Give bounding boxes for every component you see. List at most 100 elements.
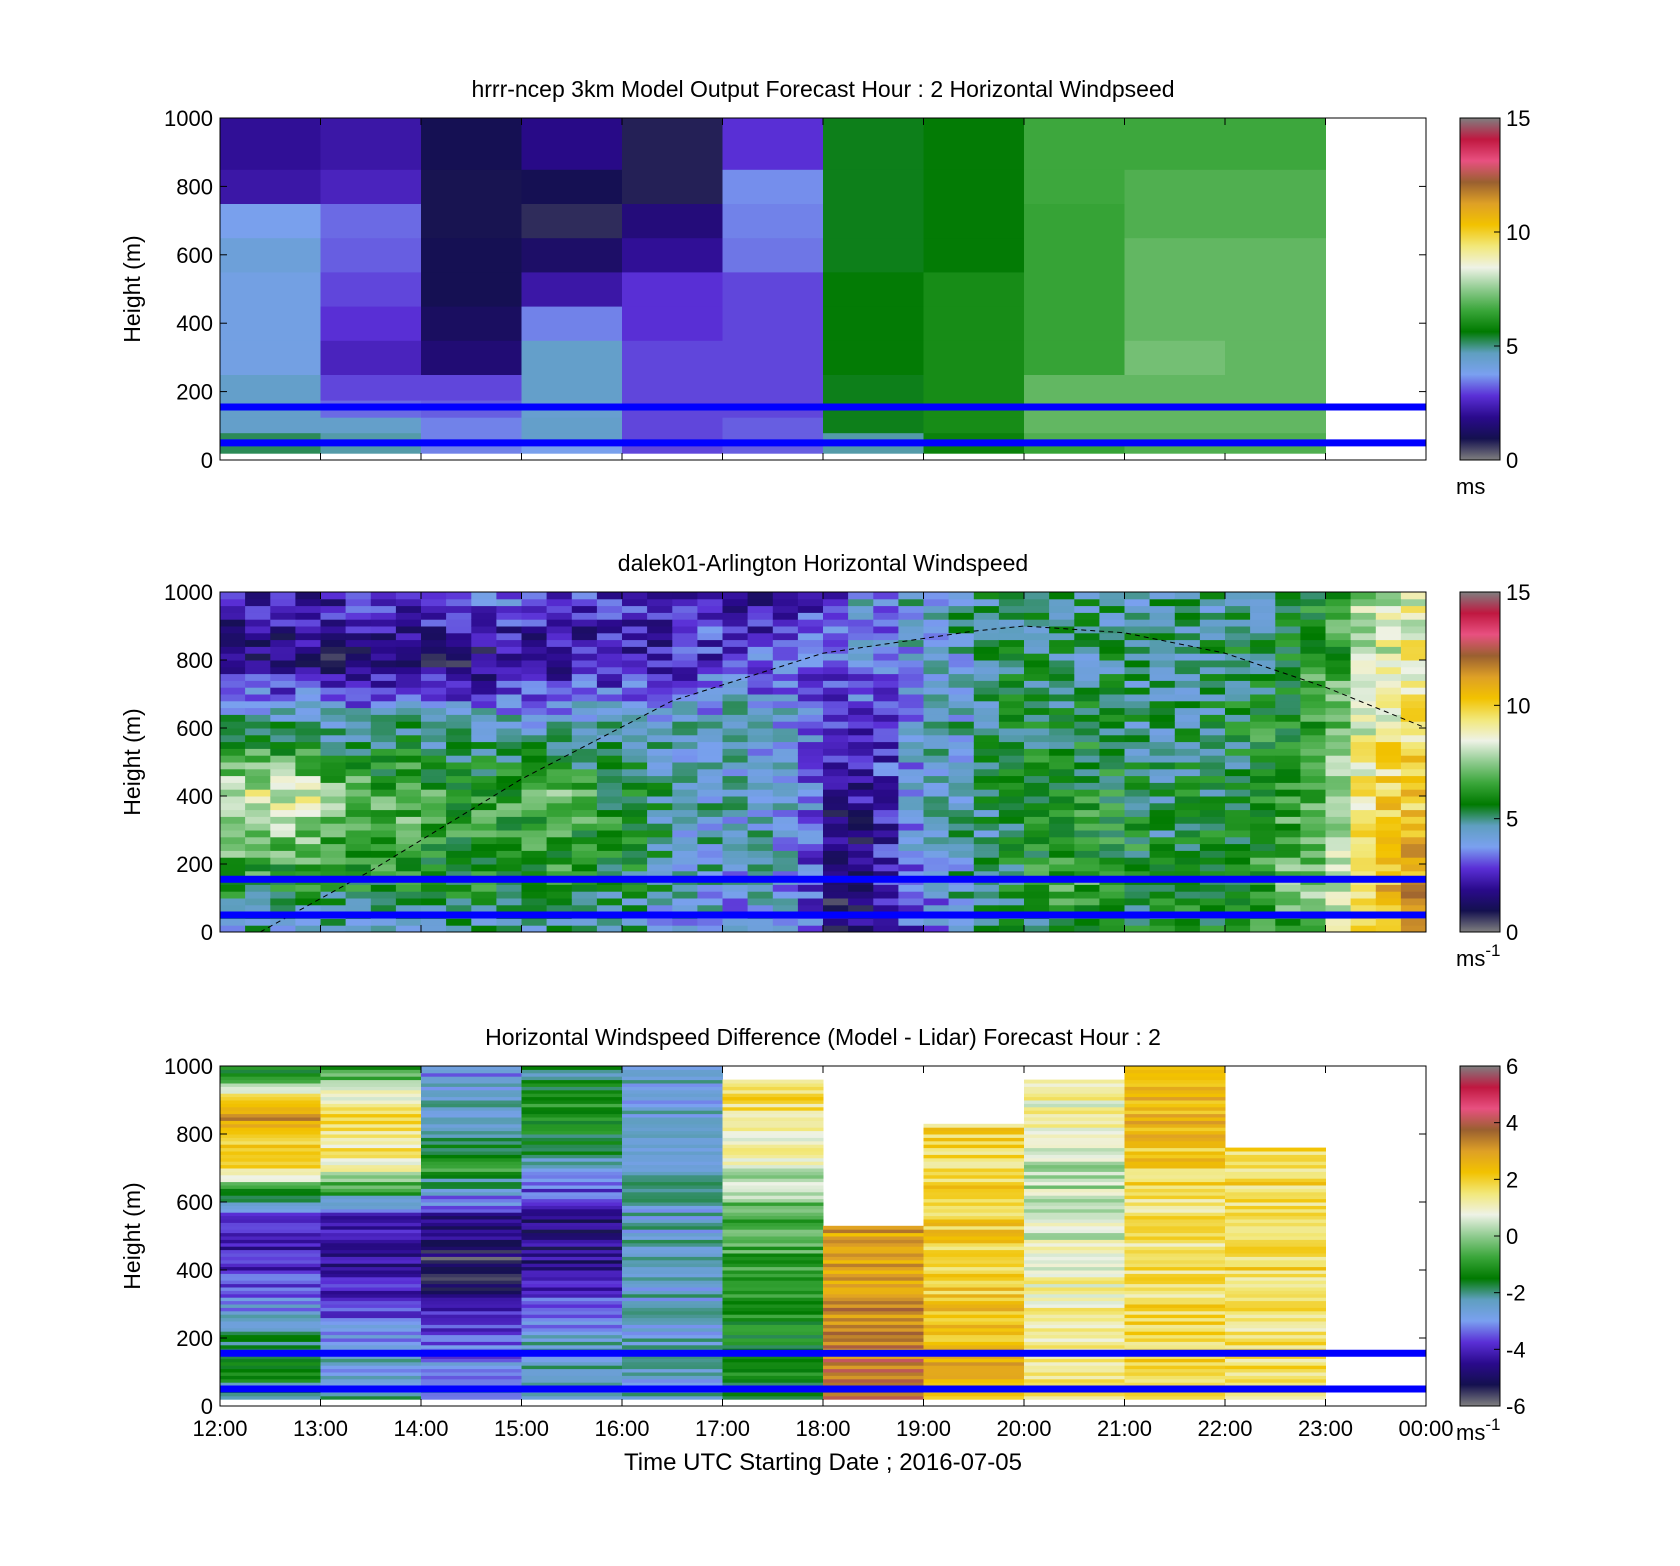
difference-cell (622, 1392, 723, 1397)
lidar-cell (596, 680, 623, 688)
lidar-cell (1275, 734, 1301, 743)
lidar-cell (1350, 782, 1377, 790)
difference-cell (421, 1154, 522, 1159)
difference-cell (1024, 1372, 1125, 1376)
lidar-cell (1024, 707, 1050, 715)
lidar-cell (1024, 612, 1050, 620)
lidar-cell (1250, 639, 1276, 647)
difference-cell (421, 1358, 522, 1363)
model-cell (622, 203, 723, 239)
lidar-cell (1250, 870, 1276, 879)
lidar-cell (421, 898, 447, 906)
lidar-cell (521, 762, 548, 770)
difference-cell (722, 1202, 824, 1206)
lidar-cell (245, 714, 271, 722)
lidar-cell (622, 646, 648, 654)
lidar-cell (1325, 891, 1352, 899)
difference-cell (923, 1283, 1025, 1288)
lidar-cell (1400, 870, 1426, 879)
lidar-cell (446, 843, 472, 851)
lidar-cell (1325, 823, 1352, 831)
lidar-cell (1300, 768, 1326, 777)
difference-cell (320, 1236, 422, 1240)
lidar-cell (848, 884, 874, 892)
lidar-cell (1024, 592, 1050, 600)
lidar-cell (446, 592, 472, 600)
lidar-cell (345, 864, 372, 872)
lidar-cell (496, 680, 522, 688)
lidar-cell (1099, 891, 1125, 899)
difference-cell (521, 1365, 623, 1370)
lidar-cell (948, 850, 975, 858)
lidar-cell (697, 707, 723, 715)
difference-cell (722, 1341, 824, 1346)
difference-cell (1225, 1293, 1326, 1298)
difference-cell (320, 1259, 422, 1264)
difference-cell (622, 1341, 723, 1346)
lidar-cell (521, 864, 548, 872)
lidar-cell (270, 796, 296, 804)
lidar-cell (823, 768, 849, 777)
lidar-cell (797, 870, 824, 879)
lidar-cell (245, 666, 271, 675)
lidar-cell (571, 789, 598, 797)
model-cell (1124, 203, 1226, 239)
lidar-x-ticks (219, 592, 1427, 932)
lidar-cell (395, 646, 422, 654)
lidar-cell (1350, 592, 1377, 600)
lidar-cell (596, 626, 623, 634)
difference-cell (421, 1110, 522, 1115)
lidar-cell (395, 673, 422, 681)
difference-cell (421, 1283, 522, 1288)
lidar-cell (1049, 612, 1075, 620)
lidar-cell (245, 626, 271, 634)
lidar-cell (948, 660, 975, 668)
difference-cell (1225, 1321, 1326, 1325)
difference-cell (220, 1283, 321, 1288)
difference-cell (421, 1270, 522, 1274)
lidar-cell (1149, 748, 1176, 756)
lidar-cell (622, 748, 648, 756)
difference-cell (521, 1236, 623, 1240)
difference-cell (622, 1287, 723, 1291)
lidar-cell (1199, 666, 1226, 675)
x-tick-label: 19:00 (896, 1416, 951, 1441)
model-cell (1225, 271, 1326, 307)
lidar-cell (220, 598, 246, 607)
lidar-cell (973, 768, 1000, 777)
lidar-cell (220, 768, 246, 777)
lidar-cell (421, 619, 447, 627)
lidar-cell (295, 721, 321, 729)
lidar-cell (1325, 714, 1352, 722)
difference-cell (823, 1314, 924, 1319)
lidar-cell (722, 755, 749, 763)
lidar-cell (647, 809, 673, 817)
difference-cell (722, 1290, 824, 1295)
lidar-cell (1300, 721, 1326, 729)
lidar-cell (421, 762, 447, 770)
lidar-cell (1024, 721, 1050, 729)
difference-cell (521, 1127, 623, 1132)
lidar-cell (1124, 728, 1151, 736)
lidar-cell (270, 748, 296, 756)
lidar-cell (873, 612, 899, 620)
difference-cell (622, 1164, 723, 1169)
difference-cell (1024, 1225, 1125, 1230)
lidar-cell (1350, 694, 1377, 702)
lidar-cell (421, 700, 447, 709)
lidar-cell (873, 694, 899, 702)
difference-cell (421, 1365, 522, 1370)
difference-cell (722, 1368, 824, 1373)
lidar-cell (1049, 864, 1075, 872)
lidar-cell (747, 612, 774, 620)
lidar-cell (948, 714, 975, 722)
model-cell (521, 417, 623, 434)
difference-cell (1124, 1253, 1226, 1257)
lidar-cell (471, 660, 497, 668)
lidar-cell (370, 843, 397, 851)
model-cell (320, 306, 422, 341)
difference-cell (521, 1093, 623, 1098)
model-cell (421, 340, 522, 375)
difference-cell (1024, 1344, 1125, 1349)
lidar-cell (571, 680, 598, 688)
